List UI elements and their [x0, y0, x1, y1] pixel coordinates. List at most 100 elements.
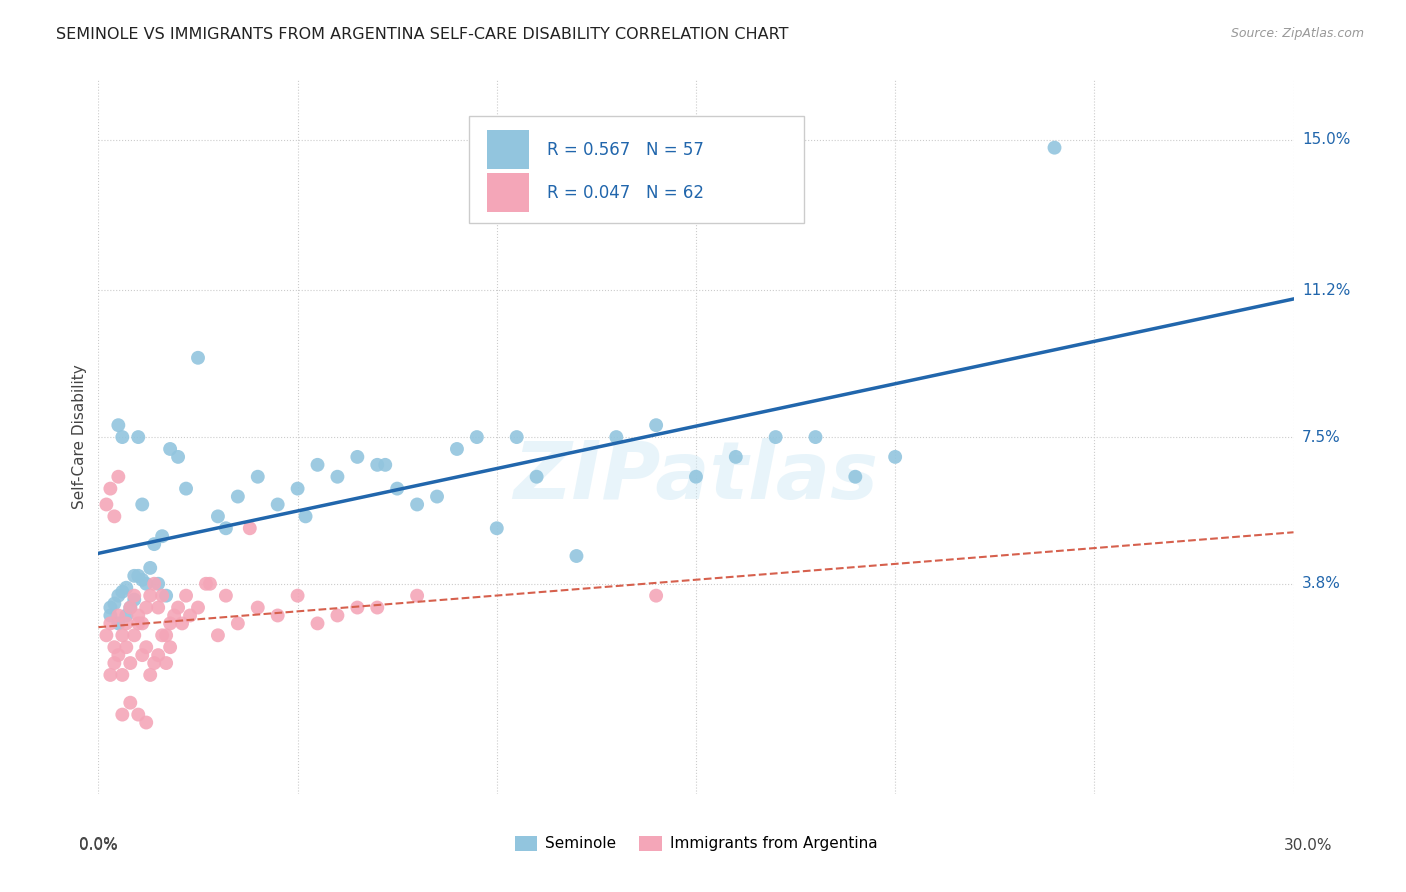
Point	[131, 498, 153, 512]
Point	[103, 509, 125, 524]
Point	[884, 450, 907, 464]
Point	[127, 707, 149, 722]
Point	[465, 430, 488, 444]
Point	[172, 616, 194, 631]
Point	[139, 561, 162, 575]
Text: 30.0%: 30.0%	[1284, 838, 1331, 854]
Point	[174, 589, 197, 603]
Point	[406, 589, 429, 603]
Point	[287, 482, 309, 496]
Point	[326, 469, 349, 483]
Point	[131, 648, 153, 662]
Point	[159, 616, 181, 631]
Point	[103, 597, 125, 611]
Point	[143, 537, 166, 551]
Point	[135, 640, 157, 655]
Point	[179, 608, 201, 623]
Point	[120, 600, 142, 615]
Point	[307, 458, 329, 472]
Point	[174, 482, 197, 496]
Point	[804, 430, 827, 444]
Point	[163, 608, 186, 623]
Point	[485, 521, 508, 535]
Point	[294, 509, 316, 524]
Point	[226, 490, 249, 504]
Point	[124, 592, 146, 607]
Point	[98, 600, 122, 615]
Point	[139, 589, 162, 603]
Point	[103, 656, 125, 670]
Point	[111, 707, 134, 722]
Point	[426, 490, 449, 504]
Point	[127, 569, 149, 583]
Point	[115, 616, 138, 631]
Text: ZIPatlas: ZIPatlas	[513, 438, 879, 516]
Point	[111, 430, 134, 444]
Point	[120, 696, 142, 710]
Point	[98, 668, 122, 682]
Point	[131, 616, 153, 631]
Point	[96, 498, 118, 512]
Point	[96, 628, 118, 642]
Point	[844, 469, 866, 483]
Point	[287, 589, 309, 603]
Point	[187, 351, 209, 365]
Bar	[486, 173, 529, 212]
Point	[98, 482, 122, 496]
Point	[111, 584, 134, 599]
Point	[374, 458, 396, 472]
Point	[605, 430, 627, 444]
Point	[198, 576, 221, 591]
Point	[124, 589, 146, 603]
Text: 11.2%: 11.2%	[1302, 283, 1350, 298]
Point	[195, 576, 218, 591]
Point	[246, 600, 269, 615]
Point	[187, 600, 209, 615]
Point	[246, 469, 269, 483]
Point	[143, 656, 166, 670]
Point	[366, 458, 388, 472]
Y-axis label: Self-Care Disability: Self-Care Disability	[72, 365, 87, 509]
Point	[127, 616, 149, 631]
Point	[115, 581, 138, 595]
Point	[159, 640, 181, 655]
Point	[326, 608, 349, 623]
Text: 7.5%: 7.5%	[1302, 430, 1340, 444]
Point	[135, 600, 157, 615]
Point	[127, 608, 149, 623]
Point	[150, 628, 173, 642]
Point	[107, 418, 129, 433]
Point	[155, 656, 177, 670]
Point	[107, 469, 129, 483]
Text: R = 0.047   N = 62: R = 0.047 N = 62	[547, 184, 703, 202]
Legend: Seminole, Immigrants from Argentina: Seminole, Immigrants from Argentina	[509, 830, 883, 857]
Point	[155, 628, 177, 642]
Point	[127, 430, 149, 444]
Point	[565, 549, 588, 563]
Point	[506, 430, 529, 444]
Point	[446, 442, 468, 456]
Point	[139, 668, 162, 682]
Point	[239, 521, 262, 535]
Point	[120, 600, 142, 615]
Point	[124, 569, 146, 583]
Point	[115, 608, 138, 623]
Point	[267, 608, 290, 623]
Point	[107, 589, 129, 603]
Point	[226, 616, 249, 631]
Point	[155, 589, 177, 603]
Point	[167, 450, 190, 464]
Text: 3.8%: 3.8%	[1302, 576, 1341, 591]
Point	[111, 668, 134, 682]
Point	[346, 450, 368, 464]
Point	[307, 616, 329, 631]
Point	[406, 498, 429, 512]
Point	[167, 600, 190, 615]
Point	[103, 640, 125, 655]
Point	[366, 600, 388, 615]
Text: Source: ZipAtlas.com: Source: ZipAtlas.com	[1230, 27, 1364, 40]
Point	[385, 482, 409, 496]
Point	[765, 430, 787, 444]
Point	[215, 521, 238, 535]
Point	[346, 600, 368, 615]
